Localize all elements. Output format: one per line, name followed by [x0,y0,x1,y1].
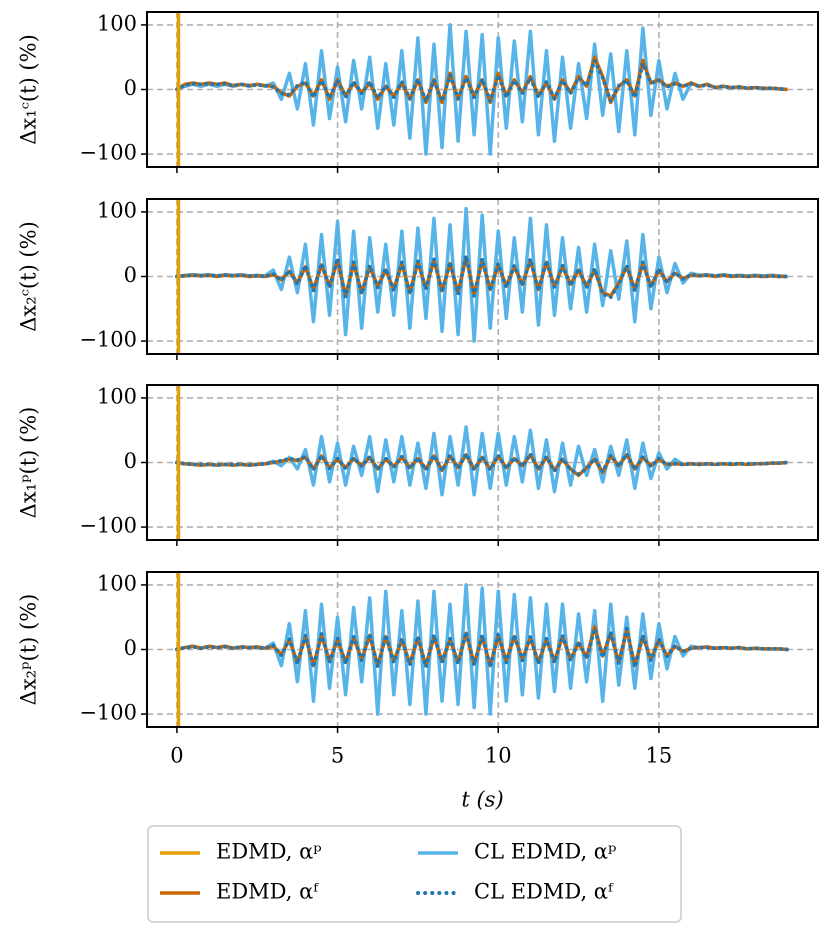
y-tick-label: 100 [97,384,137,408]
y-axis-label: Δx₁ᵖ(t) (%) [17,407,41,519]
x-tick-label: 5 [331,744,344,768]
y-axis-label: Δx₂ᶜ(t) (%) [17,221,41,332]
series-line [174,253,790,300]
plot-lines [174,12,790,167]
legend-label: CL EDMD, αᶠ [474,880,614,904]
y-tick-label: 100 [97,198,137,222]
plot-lines [174,572,790,727]
y-axis-label: Δx₁ᶜ(t) (%) [17,34,41,145]
legend-box [147,825,682,923]
x-tick-label: 0 [170,744,183,768]
legend: EDMD, αᵖ EDMD, αᶠ CL EDMD, αᵖ CL EDMD, αᶠ [147,825,682,923]
y-tick-label: 0 [124,449,137,473]
y-tick-label: 0 [124,76,137,100]
y-tick-label: 0 [124,263,137,287]
y-tick-label: 100 [97,11,137,35]
y-tick-label: −100 [79,141,137,165]
series-line [176,425,788,497]
x-axis-label: t (s) [461,788,503,812]
y-tick-label: −100 [79,514,137,538]
x-tick-label: 15 [646,744,673,768]
legend-label: EDMD, αᵖ [216,840,322,864]
series-line [174,626,790,669]
x-tick-label: 10 [485,744,512,768]
series-line [176,206,788,343]
series-line [176,23,788,156]
series-line [176,583,788,716]
y-tick-label: 100 [97,571,137,595]
y-tick-label: 0 [124,636,137,660]
legend-label: CL EDMD, αᵖ [474,840,616,864]
y-tick-label: −100 [79,701,137,725]
series-line [174,452,790,477]
legend-label: EDMD, αᶠ [216,880,319,904]
plot-lines [174,385,790,540]
plot-lines [174,199,790,354]
y-tick-label: −100 [79,328,137,352]
series-line [174,58,790,104]
y-axis-label: Δx₂ᵖ(t) (%) [17,594,41,706]
